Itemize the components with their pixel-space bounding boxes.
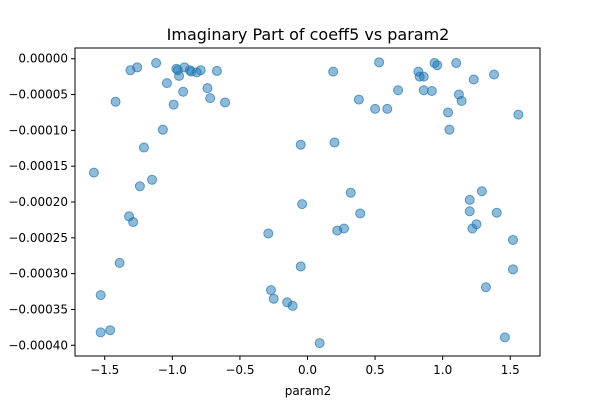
data-point bbox=[451, 58, 462, 69]
data-point bbox=[195, 65, 206, 76]
data-point bbox=[355, 208, 366, 219]
data-point bbox=[105, 325, 116, 336]
data-point bbox=[464, 194, 475, 205]
data-points bbox=[88, 57, 524, 349]
data-point bbox=[480, 282, 491, 293]
x-axis-ticks: −1.5 −1.0 −0.5 0.0 0.5 1.0 1.5 bbox=[90, 356, 520, 377]
data-point bbox=[328, 66, 339, 77]
data-point bbox=[444, 124, 455, 135]
data-point bbox=[489, 69, 500, 80]
data-point bbox=[211, 65, 222, 76]
data-point bbox=[464, 206, 475, 217]
data-point bbox=[297, 199, 308, 210]
data-point bbox=[456, 96, 467, 106]
data-point bbox=[295, 261, 306, 272]
data-point bbox=[418, 85, 429, 96]
data-point bbox=[205, 93, 216, 104]
data-point bbox=[370, 103, 381, 114]
data-point bbox=[161, 78, 172, 89]
data-point bbox=[263, 228, 274, 239]
x-tick-label: −1.0 bbox=[158, 363, 187, 377]
y-tick-label: −0.00030 bbox=[8, 267, 68, 281]
data-point bbox=[114, 257, 125, 268]
data-point bbox=[345, 187, 356, 198]
data-point bbox=[507, 264, 518, 275]
chart-title: Imaginary Part of coeff5 vs param2 bbox=[167, 25, 450, 44]
data-point bbox=[507, 234, 518, 245]
data-point bbox=[110, 96, 121, 107]
x-tick-label: 0.5 bbox=[366, 363, 385, 377]
y-tick-label: −0.00035 bbox=[8, 302, 68, 316]
data-point bbox=[138, 142, 149, 153]
data-point bbox=[266, 285, 276, 296]
data-point bbox=[88, 167, 99, 178]
data-point bbox=[393, 85, 404, 96]
data-point bbox=[268, 293, 279, 304]
data-point bbox=[157, 124, 168, 135]
y-tick-label: −0.00015 bbox=[8, 159, 68, 173]
data-point bbox=[499, 332, 510, 343]
data-point bbox=[426, 85, 437, 96]
data-point bbox=[168, 99, 179, 110]
x-tick-label: 1.5 bbox=[501, 363, 520, 377]
data-point bbox=[287, 300, 298, 311]
data-point bbox=[443, 107, 454, 118]
data-point bbox=[418, 71, 429, 82]
data-point bbox=[295, 139, 306, 150]
data-point bbox=[147, 174, 158, 185]
data-point bbox=[329, 137, 340, 148]
x-tick-label: −1.5 bbox=[90, 363, 119, 377]
x-tick-label: −0.5 bbox=[225, 363, 254, 377]
data-point bbox=[178, 86, 189, 97]
data-point bbox=[339, 223, 349, 234]
y-tick-label: −0.00025 bbox=[8, 231, 68, 245]
data-point bbox=[134, 181, 145, 192]
y-tick-label: −0.00020 bbox=[8, 195, 68, 209]
x-axis-label: param2 bbox=[285, 384, 332, 398]
data-point bbox=[95, 290, 106, 301]
data-point bbox=[174, 70, 185, 81]
y-tick-label: 0.00000 bbox=[18, 52, 68, 66]
data-point bbox=[476, 186, 487, 197]
y-tick-label: −0.00010 bbox=[8, 123, 68, 137]
data-point bbox=[374, 57, 385, 68]
data-point bbox=[353, 94, 364, 105]
y-axis-ticks: 0.00000 −0.00005 −0.00010 −0.00015 −0.00020 −… bbox=[8, 52, 75, 352]
data-point bbox=[202, 83, 213, 94]
data-point bbox=[471, 219, 482, 230]
data-point bbox=[220, 97, 231, 108]
x-tick-label: 1.0 bbox=[433, 363, 452, 377]
data-point bbox=[468, 74, 479, 85]
y-tick-label: −0.00005 bbox=[8, 88, 68, 102]
data-point bbox=[513, 109, 524, 120]
data-point bbox=[491, 207, 502, 218]
x-tick-label: 0.0 bbox=[298, 363, 317, 377]
data-point bbox=[151, 58, 162, 69]
data-point bbox=[95, 327, 106, 338]
data-point bbox=[132, 62, 143, 73]
data-point bbox=[314, 338, 325, 349]
data-point bbox=[128, 217, 139, 228]
data-point bbox=[432, 60, 443, 71]
data-point bbox=[382, 103, 393, 114]
y-tick-label: −0.00040 bbox=[8, 338, 68, 352]
